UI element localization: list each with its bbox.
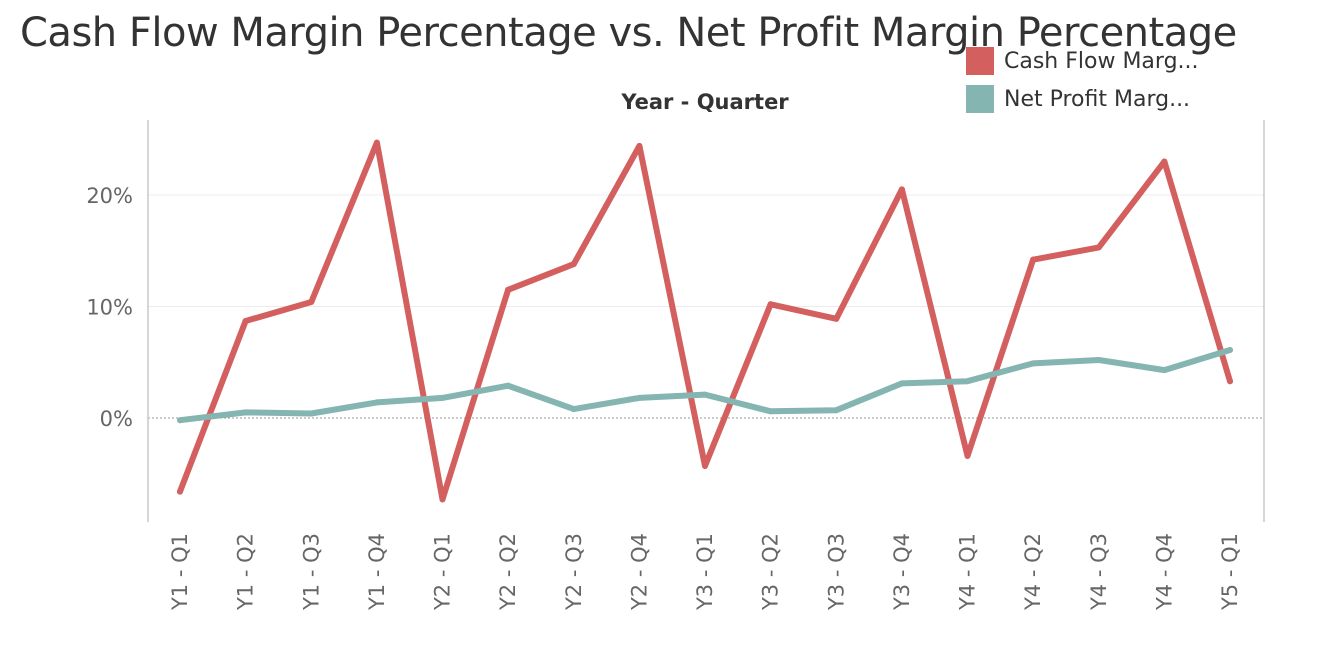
net-profit-point-8[interactable]	[702, 391, 708, 398]
net-profit-margin-line[interactable]	[177, 347, 1233, 424]
net-profit-point-2[interactable]	[308, 410, 315, 417]
cash-flow-point-6[interactable]	[570, 261, 577, 268]
legend-item-net-profit[interactable]: Net Profit Marg...	[966, 84, 1199, 114]
x-tick-label: Y2 - Q2	[496, 533, 520, 611]
chart-title: Cash Flow Margin Percentage vs. Net Prof…	[20, 10, 1237, 56]
x-tick-label: Y4 - Q4	[1152, 533, 1176, 611]
legend: Cash Flow Marg... Net Profit Marg...	[966, 46, 1199, 122]
cash-flow-point-7[interactable]	[636, 142, 643, 149]
gridlines	[148, 194, 1264, 419]
cash-flow-point-4[interactable]	[439, 496, 446, 503]
x-tick-label: Y3 - Q1	[693, 533, 717, 611]
net-profit-point-9[interactable]	[767, 408, 774, 415]
y-tick-label: 20%	[86, 184, 133, 208]
x-tick-label: Y1 - Q3	[299, 533, 323, 611]
x-tick-label: Y4 - Q3	[1087, 533, 1111, 611]
series-lines	[177, 139, 1233, 503]
net-profit-point-0[interactable]	[177, 417, 183, 424]
net-profit-point-15[interactable]	[1161, 367, 1168, 374]
x-tick-label: Y2 - Q3	[562, 533, 586, 611]
net-profit-point-16[interactable]	[1227, 346, 1233, 353]
x-tick-label: Y4 - Q2	[1021, 533, 1045, 611]
net-profit-point-10[interactable]	[833, 407, 840, 414]
net-profit-point-13[interactable]	[1030, 360, 1037, 367]
net-profit-point-7[interactable]	[636, 394, 643, 401]
legend-label-cash-flow: Cash Flow Marg...	[1004, 48, 1199, 74]
axes	[147, 120, 1265, 522]
legend-item-cash-flow[interactable]: Cash Flow Marg...	[966, 46, 1199, 76]
y-axis-ticks: 0% 10% 20%	[86, 184, 133, 431]
net-profit-point-4[interactable]	[439, 394, 446, 401]
cash-flow-point-13[interactable]	[1030, 256, 1037, 263]
x-tick-label: Y2 - Q4	[627, 533, 651, 611]
legend-swatch-cash-flow	[966, 47, 994, 75]
net-profit-point-6[interactable]	[570, 406, 577, 413]
x-tick-label: Y5 - Q1	[1218, 533, 1242, 611]
x-axis-ticks: Y1 - Q1 Y1 - Q2 Y1 - Q3 Y1 - Q4 Y2 - Q1 Y2 - …	[168, 533, 1242, 611]
cash-flow-point-1[interactable]	[242, 317, 249, 324]
legend-label-net-profit: Net Profit Marg...	[1004, 86, 1191, 112]
x-tick-label: Y3 - Q2	[759, 533, 783, 611]
cash-flow-point-9[interactable]	[767, 301, 774, 308]
net-profit-point-11[interactable]	[898, 380, 905, 387]
cash-flow-point-3[interactable]	[373, 139, 380, 146]
y-tick-label: 10%	[86, 296, 133, 320]
cash-flow-point-15[interactable]	[1161, 158, 1168, 165]
net-profit-point-12[interactable]	[964, 378, 971, 385]
x-tick-label: Y3 - Q4	[890, 533, 914, 611]
x-axis-title: Year - Quarter	[620, 90, 789, 114]
cash-flow-point-5[interactable]	[505, 286, 512, 293]
cash-flow-point-10[interactable]	[833, 315, 840, 322]
cash-flow-point-2[interactable]	[308, 299, 315, 306]
cash-flow-margin-line[interactable]	[177, 139, 1233, 503]
cash-flow-point-0[interactable]	[177, 488, 183, 495]
x-tick-label: Y1 - Q4	[365, 533, 389, 611]
legend-swatch-net-profit	[966, 85, 994, 113]
x-tick-label: Y1 - Q2	[234, 533, 258, 611]
x-tick-label: Y1 - Q1	[168, 533, 192, 611]
net-profit-point-14[interactable]	[1095, 357, 1102, 364]
net-profit-point-1[interactable]	[242, 409, 249, 416]
net-profit-point-5[interactable]	[505, 382, 512, 389]
x-tick-label: Y2 - Q1	[431, 533, 455, 611]
cash-flow-point-16[interactable]	[1227, 378, 1233, 385]
x-tick-label: Y3 - Q3	[824, 533, 848, 611]
cash-flow-point-14[interactable]	[1095, 244, 1102, 251]
x-tick-label: Y4 - Q1	[956, 533, 980, 611]
cash-flow-point-8[interactable]	[702, 462, 708, 469]
cash-flow-point-11[interactable]	[898, 186, 905, 193]
cash-flow-point-12[interactable]	[964, 452, 971, 459]
y-tick-label: 0%	[100, 407, 133, 431]
net-profit-point-3[interactable]	[373, 399, 380, 406]
